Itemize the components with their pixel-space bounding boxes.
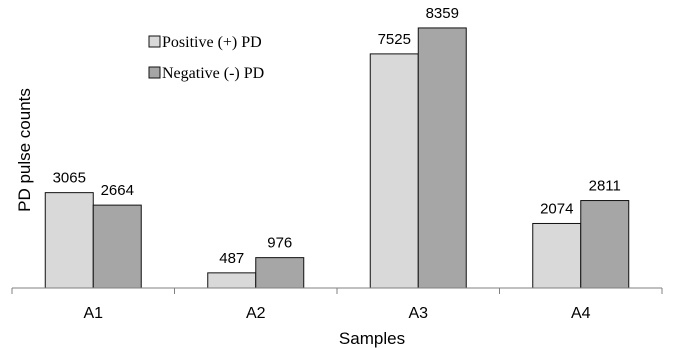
data-label-a4-negative: 2811 xyxy=(589,178,621,195)
legend: Positive (+) PD Negative (-) PD xyxy=(148,34,264,82)
bars-group xyxy=(44,27,630,289)
x-axis xyxy=(11,287,663,294)
x-axis-label: Samples xyxy=(339,329,405,348)
x-tick-label-a3: A3 xyxy=(408,305,428,322)
bar-a1-positive xyxy=(44,192,94,289)
bar-a1-negative xyxy=(92,204,142,289)
bar-a4-positive xyxy=(532,222,582,289)
legend-label-negative: Negative (-) PD xyxy=(162,65,264,82)
bar-a4-negative xyxy=(580,200,630,289)
data-label-a4-positive: 2074 xyxy=(540,200,573,217)
legend-label-positive: Positive (+) PD xyxy=(162,34,262,51)
x-tick-label-a2: A2 xyxy=(246,305,266,322)
data-label-a1-negative: 2664 xyxy=(101,182,134,199)
bar-a3-negative xyxy=(417,27,467,289)
x-tick-labels-group: A1 A2 A3 A4 xyxy=(83,305,590,322)
x-tick-label-a1: A1 xyxy=(83,305,103,322)
data-label-a1-positive: 3065 xyxy=(53,170,86,187)
y-axis-label: PD pulse counts xyxy=(15,88,34,212)
data-label-a2-positive: 487 xyxy=(219,250,244,267)
data-labels-group: 3065 2664 487 976 7525 8359 2074 2811 xyxy=(53,5,621,267)
x-tick-label-a4: A4 xyxy=(571,305,591,322)
legend-swatch-positive xyxy=(148,35,161,48)
data-label-a3-positive: 7525 xyxy=(378,31,411,48)
data-label-a2-negative: 976 xyxy=(267,235,292,252)
bar-a3-positive xyxy=(369,53,419,289)
bar-a2-negative xyxy=(255,257,305,289)
legend-swatch-negative xyxy=(148,66,161,79)
data-label-a3-negative: 8359 xyxy=(426,5,459,22)
bar-a2-positive xyxy=(207,272,257,289)
